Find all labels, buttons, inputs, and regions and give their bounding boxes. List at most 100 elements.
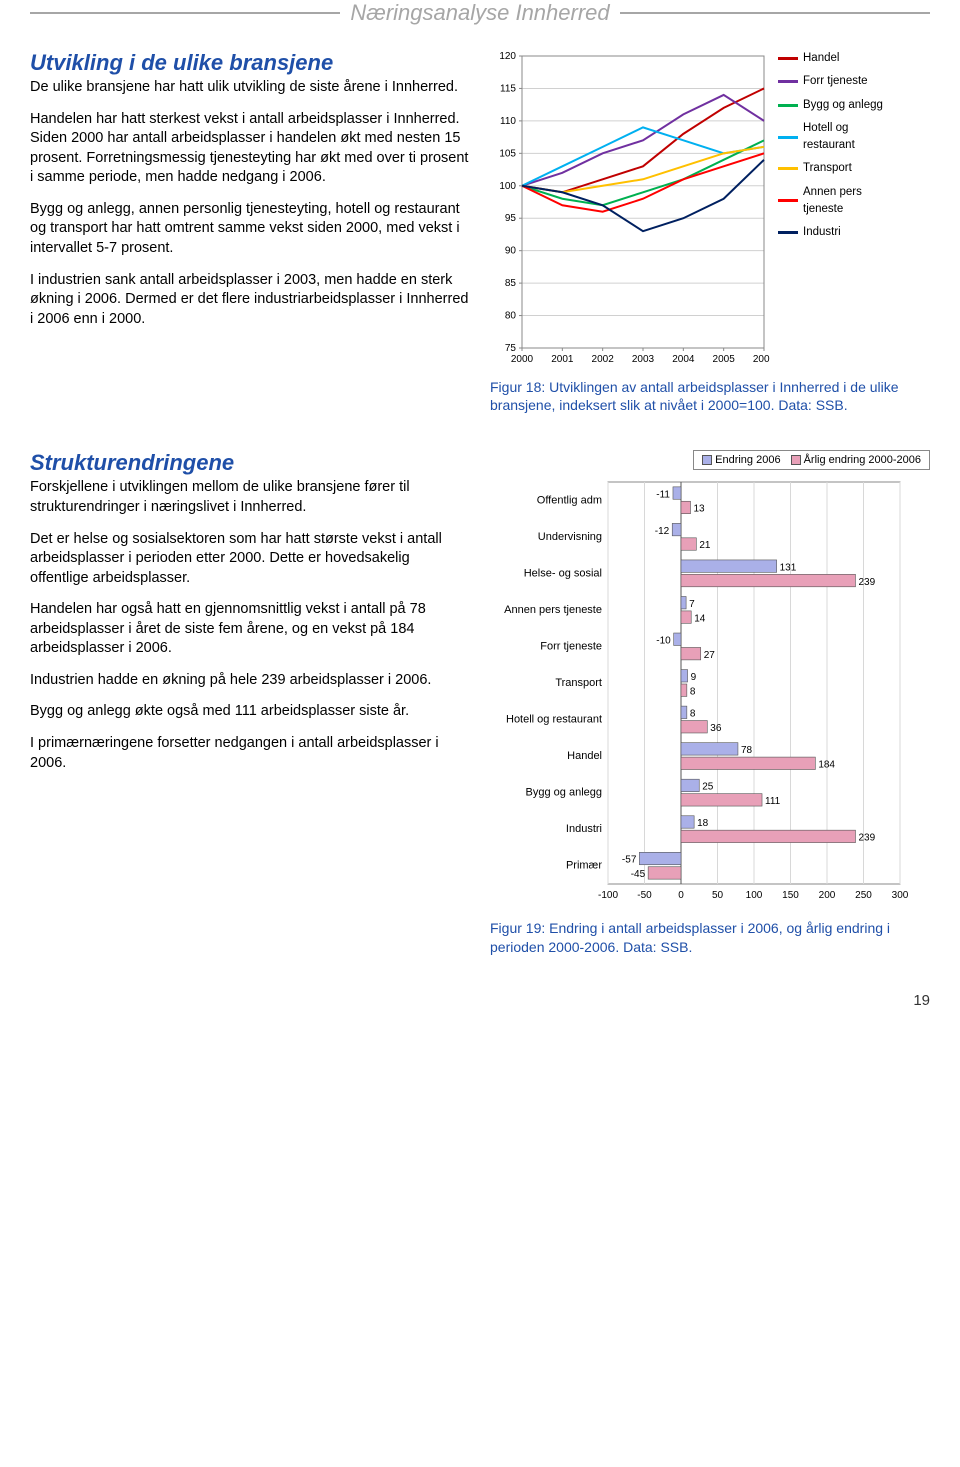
- section-2-text: Strukturendringene Forskjellene i utvikl…: [30, 450, 470, 955]
- svg-text:-10: -10: [656, 636, 671, 647]
- legend-label-2006: Endring 2006: [715, 454, 780, 466]
- svg-text:78: 78: [741, 745, 753, 756]
- svg-text:120: 120: [499, 51, 516, 62]
- page-header: Næringsanalyse Innherred: [30, 0, 930, 26]
- svg-text:-45: -45: [631, 870, 646, 881]
- svg-text:9: 9: [691, 672, 697, 683]
- legend-swatch: [778, 167, 798, 170]
- paragraph: De ulike bransjene har hatt ulik utvikli…: [30, 78, 470, 98]
- legend-item: Bygg og anlegg: [778, 97, 883, 114]
- legend-swatch: [778, 231, 798, 234]
- svg-text:80: 80: [505, 311, 517, 322]
- svg-text:2003: 2003: [632, 354, 655, 365]
- header-rule-left: [30, 12, 340, 14]
- paragraph: Forskjellene i utviklingen mellom de uli…: [30, 478, 470, 517]
- svg-text:25: 25: [702, 782, 714, 793]
- svg-text:239: 239: [858, 577, 875, 588]
- svg-text:111: 111: [765, 796, 781, 807]
- legend-item: Transport: [778, 160, 883, 177]
- paragraph: I industrien sank antall arbeidsplasser …: [30, 271, 470, 330]
- legend-swatch: [778, 57, 798, 60]
- legend-label: Industri: [803, 224, 841, 241]
- svg-text:Helse- og sosial: Helse- og sosial: [524, 568, 602, 580]
- header-rule-right: [620, 12, 930, 14]
- svg-text:27: 27: [704, 650, 716, 661]
- svg-text:150: 150: [782, 890, 799, 901]
- svg-text:Offentlig adm: Offentlig adm: [537, 495, 602, 507]
- svg-text:2005: 2005: [713, 354, 736, 365]
- legend-label: Annen perstjeneste: [803, 184, 862, 219]
- bar-chart-panel: Endring 2006 Årlig endring 2000-2006 -10…: [490, 450, 930, 955]
- section-1-text: Utvikling i de ulike bransjene De ulike …: [30, 50, 470, 414]
- line-chart-caption: Figur 18: Utviklingen av antall arbeidsp…: [490, 378, 930, 414]
- legend-item: Industri: [778, 224, 883, 241]
- svg-text:100: 100: [746, 890, 763, 901]
- svg-text:200: 200: [819, 890, 836, 901]
- svg-text:Transport: Transport: [555, 677, 602, 689]
- legend-item: Hotell ogrestaurant: [778, 120, 883, 155]
- svg-text:13: 13: [693, 504, 705, 515]
- page-number: 19: [30, 992, 930, 1009]
- section-2-title: Strukturendringene: [30, 450, 470, 476]
- svg-text:2006: 2006: [753, 354, 770, 365]
- svg-text:18: 18: [697, 819, 709, 830]
- svg-text:-50: -50: [637, 890, 652, 901]
- bar-chart-legend: Endring 2006 Årlig endring 2000-2006: [693, 450, 930, 470]
- legend-label: Forr tjeneste: [803, 73, 868, 90]
- section-2-body: Forskjellene i utviklingen mellom de uli…: [30, 478, 470, 773]
- svg-text:Undervisning: Undervisning: [538, 531, 602, 543]
- svg-text:Industri: Industri: [566, 824, 602, 836]
- svg-text:-12: -12: [655, 526, 670, 537]
- svg-text:0: 0: [678, 890, 684, 901]
- svg-text:115: 115: [500, 83, 516, 94]
- paragraph: Handelen har også hatt en gjennomsnittli…: [30, 600, 470, 659]
- svg-text:Hotell og restaurant: Hotell og restaurant: [506, 714, 602, 726]
- svg-text:110: 110: [500, 116, 516, 127]
- svg-text:2000: 2000: [511, 354, 534, 365]
- bar-chart: -100-50050100150200250300Offentlig adm-1…: [490, 476, 910, 906]
- svg-text:21: 21: [699, 541, 711, 552]
- svg-text:2004: 2004: [672, 354, 695, 365]
- section-1-title: Utvikling i de ulike bransjene: [30, 50, 470, 76]
- legend-label: Handel: [803, 50, 839, 67]
- legend-item: Handel: [778, 50, 883, 67]
- svg-text:8: 8: [690, 687, 696, 698]
- legend-item: Forr tjeneste: [778, 73, 883, 90]
- section-1-body: De ulike bransjene har hatt ulik utvikli…: [30, 78, 470, 329]
- legend-swatch: [778, 80, 798, 83]
- paragraph: Det er helse og sosialsektoren som har h…: [30, 530, 470, 589]
- svg-text:239: 239: [858, 833, 875, 844]
- legend-label: Transport: [803, 160, 852, 177]
- header-title: Næringsanalyse Innherred: [350, 0, 609, 26]
- svg-text:85: 85: [505, 278, 517, 289]
- legend-label: Hotell ogrestaurant: [803, 120, 855, 155]
- line-chart: 7580859095100105110115120200020012002200…: [490, 50, 770, 370]
- svg-text:36: 36: [710, 723, 722, 734]
- svg-text:300: 300: [892, 890, 909, 901]
- line-chart-panel: 7580859095100105110115120200020012002200…: [490, 50, 930, 414]
- svg-text:95: 95: [505, 213, 517, 224]
- svg-text:105: 105: [499, 148, 516, 159]
- legend-swatch: [778, 136, 798, 139]
- svg-text:100: 100: [499, 181, 516, 192]
- svg-text:Handel: Handel: [567, 750, 602, 762]
- svg-text:Annen pers tjeneste: Annen pers tjeneste: [504, 604, 602, 616]
- paragraph: Bygg og anlegg økte også med 111 arbeids…: [30, 702, 470, 722]
- paragraph: I primærnæringene forsetter nedgangen i …: [30, 734, 470, 773]
- svg-text:14: 14: [694, 614, 706, 625]
- svg-text:90: 90: [505, 246, 517, 257]
- legend-item-avg: Årlig endring 2000-2006: [791, 454, 921, 466]
- svg-text:Primær: Primær: [566, 860, 602, 872]
- section-2: Strukturendringene Forskjellene i utvikl…: [30, 450, 930, 955]
- svg-text:2002: 2002: [592, 354, 615, 365]
- legend-swatch: [778, 104, 798, 107]
- paragraph: Bygg og anlegg, annen personlig tjeneste…: [30, 200, 470, 259]
- bar-chart-caption: Figur 19: Endring i antall arbeidsplasse…: [490, 919, 930, 955]
- svg-text:-100: -100: [598, 890, 618, 901]
- line-chart-legend: Handel Forr tjeneste Bygg og anlegg Hotell …: [778, 50, 883, 370]
- svg-text:Bygg og anlegg: Bygg og anlegg: [526, 787, 602, 799]
- svg-text:75: 75: [505, 343, 517, 354]
- svg-text:-57: -57: [622, 855, 637, 866]
- svg-text:50: 50: [712, 890, 724, 901]
- legend-swatch: [778, 199, 798, 202]
